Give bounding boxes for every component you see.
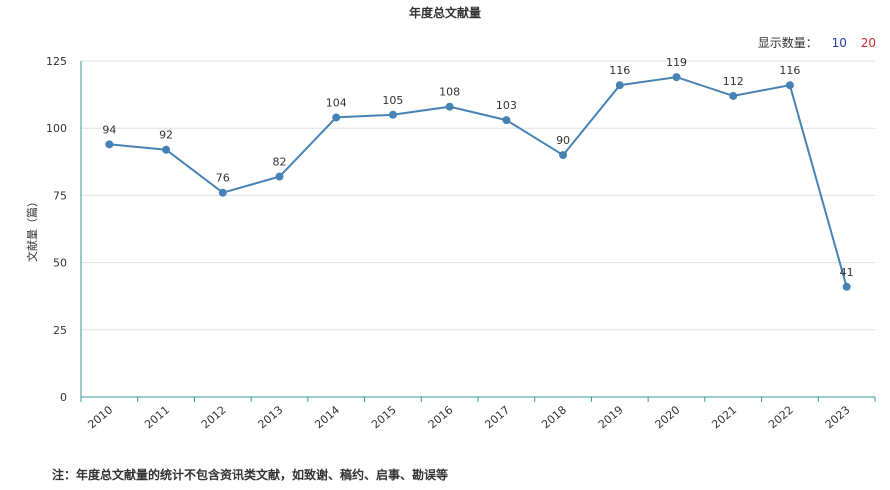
data-point-2011[interactable] xyxy=(162,145,171,154)
x-tick-label-2019: 2019 xyxy=(596,403,626,431)
display-count-control: 显示数量： 10 20 xyxy=(758,34,876,51)
x-tick-labels: 2010 2011 2012 2013 2014 2015 2016 2017 2018 2019… xyxy=(85,403,852,431)
data-point-2023[interactable] xyxy=(842,282,851,291)
x-tick-label-2014: 2014 xyxy=(312,403,342,431)
data-label-2022: 116 xyxy=(779,64,800,77)
x-tick-label-2012: 2012 xyxy=(199,403,229,431)
data-label-2010: 94 xyxy=(102,123,116,136)
y-axis-label: 文献量（篇） xyxy=(25,196,39,262)
data-point-2019[interactable] xyxy=(615,81,624,90)
data-label-2021: 112 xyxy=(723,75,744,88)
data-point-2022[interactable] xyxy=(785,81,794,90)
y-tick-label-100: 100 xyxy=(46,122,67,135)
x-tick-label-2017: 2017 xyxy=(482,403,512,431)
x-tick-label-2016: 2016 xyxy=(426,403,456,431)
data-label-2018: 90 xyxy=(556,134,570,147)
data-point-2010[interactable] xyxy=(105,140,114,149)
data-label-2020: 119 xyxy=(666,56,687,69)
x-tick-label-2015: 2015 xyxy=(369,403,399,431)
x-tick-label-2021: 2021 xyxy=(709,403,739,431)
display-count-label: 显示数量： xyxy=(757,36,818,50)
x-tick-label-2010: 2010 xyxy=(85,403,115,431)
x-tick-label-2011: 2011 xyxy=(142,403,172,431)
x-tick-label-2022: 2022 xyxy=(766,403,796,431)
data-label-2017: 103 xyxy=(496,99,517,112)
series-line xyxy=(109,76,848,288)
display-count-option-10[interactable]: 10 xyxy=(831,36,847,50)
x-tick-label-2020: 2020 xyxy=(653,403,683,431)
axes xyxy=(80,61,876,402)
data-point-2020[interactable] xyxy=(672,73,681,82)
data-point-2016[interactable] xyxy=(445,102,454,111)
y-tick-label-75: 75 xyxy=(53,189,67,202)
data-point-2012[interactable] xyxy=(218,188,227,197)
grid-lines xyxy=(81,60,875,331)
data-label-2019: 116 xyxy=(609,64,630,77)
data-label-2011: 92 xyxy=(159,129,173,142)
x-tick-label-2018: 2018 xyxy=(539,403,569,431)
footnote: 注：年度总文献量的统计不包含资讯类文献，如致谢、稿约、启事、勘误等 xyxy=(52,468,449,482)
data-point-2013[interactable] xyxy=(275,172,284,181)
data-point-2015[interactable] xyxy=(388,110,397,119)
display-count-option-20[interactable]: 20 xyxy=(860,36,876,50)
chart-title: 年度总文献量 xyxy=(408,6,481,20)
data-label-2023: 41 xyxy=(840,266,854,279)
data-label-2014: 104 xyxy=(326,96,347,109)
data-label-2012: 76 xyxy=(216,172,230,185)
y-tick-labels: 0 25 50 75 100 125 xyxy=(46,55,67,404)
data-label-2013: 82 xyxy=(273,156,287,169)
y-tick-label-0: 0 xyxy=(60,391,67,404)
series xyxy=(105,73,851,291)
data-labels: 94 92 76 82 104 105 108 103 90 116 119 112 116 41 xyxy=(102,56,853,279)
data-point-2014[interactable] xyxy=(332,113,341,122)
data-point-2017[interactable] xyxy=(502,116,511,125)
data-label-2016: 108 xyxy=(439,86,460,99)
data-point-2018[interactable] xyxy=(559,151,568,160)
y-tick-label-50: 50 xyxy=(53,257,67,270)
data-label-2015: 105 xyxy=(382,94,403,107)
y-tick-label-25: 25 xyxy=(53,324,67,337)
y-tick-label-125: 125 xyxy=(46,55,67,68)
x-tick-label-2013: 2013 xyxy=(256,403,286,431)
x-tick-label-2023: 2023 xyxy=(823,403,853,431)
data-point-2021[interactable] xyxy=(729,91,738,100)
